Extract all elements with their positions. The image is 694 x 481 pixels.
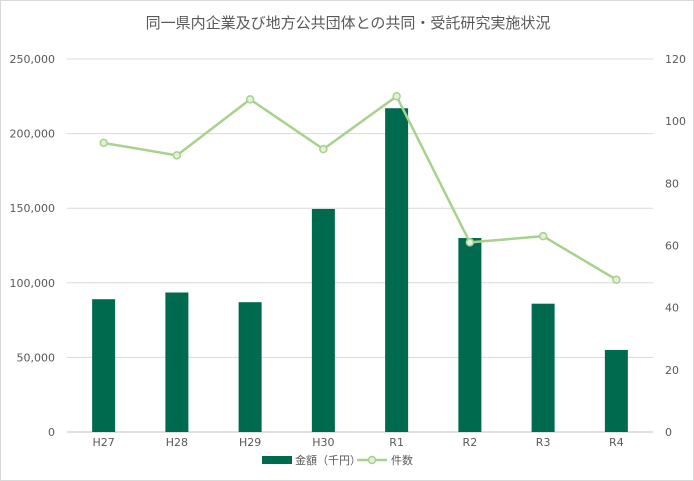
line-point-H29: [245, 95, 255, 104]
x-tick-label: R2: [463, 436, 478, 449]
y-right-tick-label: 100: [665, 115, 686, 128]
y-left-tick-label: 100,000: [10, 277, 56, 290]
bar-R2: [458, 238, 482, 432]
y-left-tick-label: 250,000: [10, 53, 56, 66]
chart-title: 同一県内企業及び地方公共団体との共同・受託研究実施状況: [146, 14, 551, 32]
legend-label-kensu: 件数: [391, 454, 413, 467]
x-tick-label: R4: [609, 436, 624, 449]
legend-label-kingaku: 金額（千円）: [295, 453, 361, 467]
y-right-tick-label: 40: [665, 302, 679, 315]
legend-marker-kensu: [367, 455, 377, 465]
x-tick-label: H30: [312, 436, 334, 449]
x-tick-label: R1: [389, 436, 404, 449]
y-right-tick-label: 120: [665, 53, 686, 66]
legend-swatch-kingaku: [262, 456, 292, 464]
line-point-H27: [99, 138, 108, 148]
x-tick-label: H29: [239, 436, 261, 449]
bar-H29: [238, 302, 262, 432]
line-point-R1: [392, 92, 401, 101]
y-right-tick-label: 80: [665, 177, 679, 190]
y-right-tick-label: 60: [665, 240, 679, 253]
bar-R3: [531, 303, 555, 432]
bar-H30: [311, 208, 335, 432]
bar-R1: [385, 108, 409, 433]
line-point-R3: [538, 231, 548, 241]
y-left-tick-label: 150,000: [10, 202, 56, 215]
y-left-tick-label: 50,000: [17, 351, 56, 364]
y-left-tick-label: 200,000: [10, 128, 56, 141]
line-point-R2: [465, 238, 475, 247]
y-right-tick-label: 20: [665, 364, 679, 377]
y-right-tick-label: 0: [665, 426, 672, 439]
x-tick-label: R3: [536, 436, 551, 449]
line-point-R4: [612, 275, 621, 284]
x-tick-label: H28: [166, 436, 188, 449]
x-tick-label: H27: [92, 436, 114, 449]
y-left-tick-label: 0: [48, 426, 55, 439]
bar-H28: [165, 292, 189, 432]
line-point-H28: [172, 151, 182, 160]
bar-R4: [604, 349, 628, 432]
bar-H27: [92, 299, 116, 432]
line-series-kensu: [103, 95, 618, 281]
line-point-H30: [319, 144, 328, 154]
